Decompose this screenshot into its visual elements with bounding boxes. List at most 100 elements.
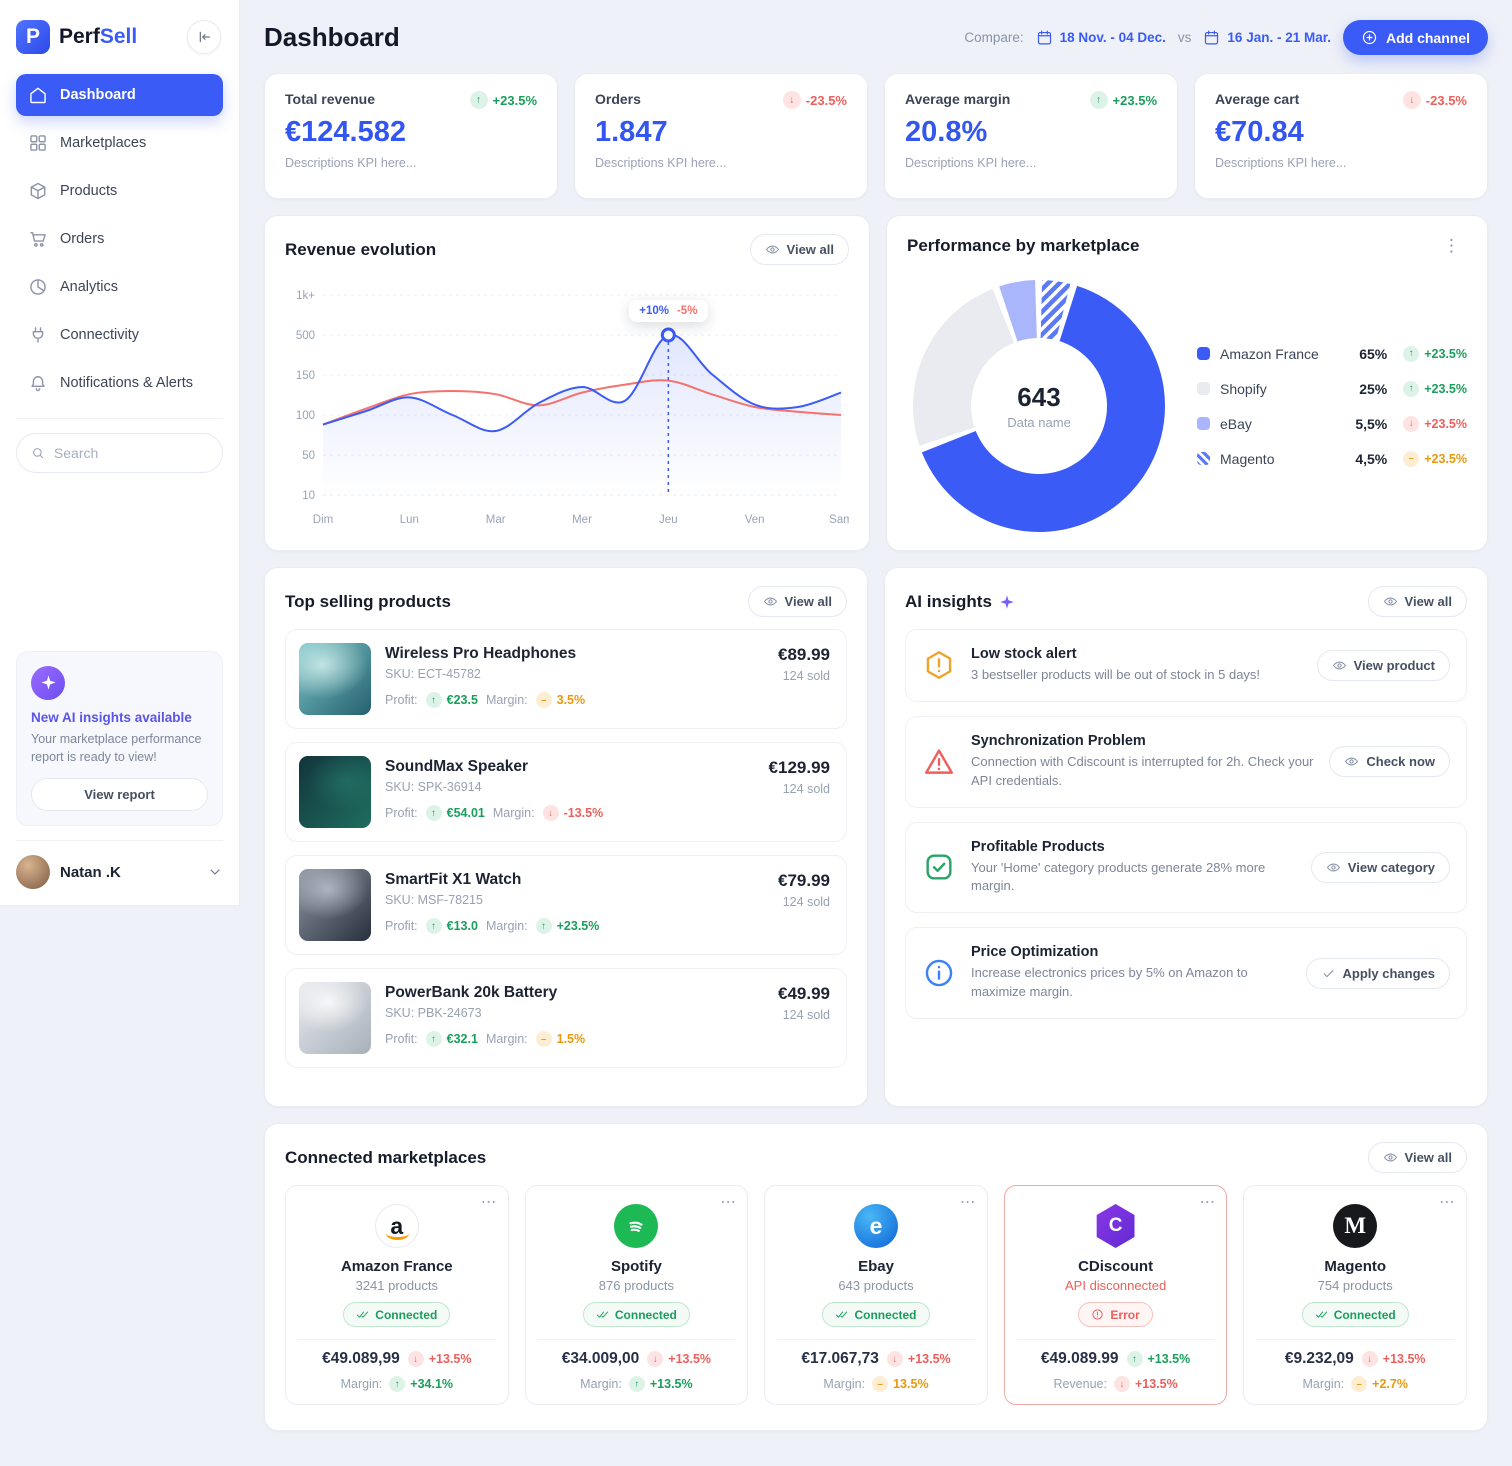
kpi-value: 20.8%	[905, 116, 988, 148]
revenue-delta-value: +13.5%	[1382, 1352, 1426, 1366]
revenue-delta: +13.5%	[407, 1351, 472, 1367]
search-input[interactable]	[53, 445, 208, 461]
marketplace-menu-button[interactable]: ⋯	[480, 1194, 498, 1211]
margin-label: Margin:	[580, 1377, 622, 1391]
svg-text:Jeu: Jeu	[659, 514, 678, 526]
sidebar-item-orders[interactable]: Orders	[16, 218, 223, 260]
sidebar-item-notifications[interactable]: Notifications & Alerts	[16, 362, 223, 404]
view-product-button[interactable]: View product	[1316, 649, 1450, 681]
trend-down-icon	[1402, 91, 1421, 109]
sidebar-item-marketplaces[interactable]: Marketplaces	[16, 122, 223, 164]
revenue-delta-value: +13.5%	[1147, 1352, 1191, 1366]
insight-action-label: Check now	[1366, 754, 1435, 770]
user-menu[interactable]: Natan .K	[16, 840, 223, 889]
date-range-start[interactable]: 18 Nov. - 04 Dec.	[1036, 29, 1166, 46]
apply-changes-button[interactable]: Apply changes	[1305, 957, 1450, 989]
sidebar-item-analytics[interactable]: Analytics	[16, 266, 223, 308]
sidebar-item-connectivity[interactable]: Connectivity	[16, 314, 223, 356]
product-row: Wireless Pro Headphones SKU: ECT-45782 P…	[285, 629, 847, 729]
trend-down-icon	[1403, 415, 1420, 432]
marketplace-name: Magento	[1324, 1258, 1387, 1275]
marketplace-menu-button[interactable]: ⋯	[720, 1194, 738, 1211]
profit-chip: €23.5	[425, 692, 478, 708]
view-category-button[interactable]: View category	[1310, 851, 1450, 883]
calendar-icon	[1205, 30, 1219, 45]
svg-text:Dim: Dim	[313, 514, 333, 526]
home-icon	[30, 87, 46, 104]
sidebar-item-label: Connectivity	[60, 327, 139, 343]
kpi-card-orders: Orders -23.5% 1.847 Descriptions KPI her…	[574, 73, 868, 199]
product-row: PowerBank 20k Battery SKU: PBK-24673 Pro…	[285, 968, 847, 1068]
plus-circle-icon	[1362, 30, 1377, 45]
marketplaces-view-all-button[interactable]: View all	[1367, 1142, 1467, 1173]
tooltip-negative: -5%	[676, 305, 698, 317]
view-report-button[interactable]: View report	[31, 778, 208, 811]
check-icon	[1323, 969, 1333, 977]
profit-chip: €13.0	[425, 918, 478, 934]
sidebar-item-dashboard[interactable]: Dashboard	[16, 74, 223, 116]
product-price: €129.99	[768, 758, 830, 777]
svg-text:1k+: 1k+	[296, 290, 315, 302]
product-name: Wireless Pro Headphones	[385, 645, 577, 662]
kpi-row: Total revenue +23.5% €124.582 Descriptio…	[264, 73, 1488, 199]
sidebar-item-label: Dashboard	[60, 87, 136, 103]
performance-menu-button[interactable]: ⋮	[1437, 234, 1467, 258]
brand: P PerfSell	[16, 20, 223, 54]
marketplace-menu-button[interactable]: ⋯	[1199, 1194, 1217, 1211]
product-sold: 124 sold	[782, 1008, 830, 1022]
divider	[298, 1339, 496, 1340]
revenue-chip: +13.5%	[1113, 1376, 1178, 1392]
add-channel-button[interactable]: Add channel	[1342, 20, 1488, 55]
insight-title: Low stock alert	[971, 646, 1077, 662]
kpi-delta-value: -23.5%	[1425, 92, 1467, 108]
product-price: €79.99	[778, 871, 830, 890]
kpi-title: Total revenue	[285, 91, 375, 107]
kpi-title: Average margin	[905, 91, 1011, 107]
product-price: €49.99	[778, 984, 830, 1003]
divider	[1016, 1339, 1215, 1340]
product-sold: 124 sold	[782, 895, 830, 909]
sidebar-item-label: Orders	[60, 231, 105, 247]
view-all-label: View all	[786, 242, 834, 257]
trend-flat-icon	[535, 692, 552, 708]
legend-label: Magento	[1220, 450, 1275, 467]
double-check-icon	[836, 1311, 848, 1318]
marketplace-card-amazon-france: ⋯ a Amazon France 3241 products Connecte…	[285, 1185, 509, 1405]
marketplace-products-count: 876 products	[598, 1278, 674, 1293]
check-now-button[interactable]: Check now	[1329, 746, 1450, 778]
eye-icon	[765, 245, 779, 254]
insight-body: Connection with Cdiscount is interrupted…	[971, 753, 1314, 788]
sidebar-collapse-button[interactable]	[187, 20, 221, 54]
logo-letter: e	[869, 1212, 883, 1239]
main-content: Dashboard Compare: 18 Nov. - 04 Dec. vs …	[240, 0, 1512, 1455]
marketplace-card-cdiscount: ⋯ C CDiscount API disconnected Error €49…	[1003, 1185, 1228, 1405]
marketplace-menu-button[interactable]: ⋯	[1439, 1194, 1456, 1211]
marketplace-menu-button[interactable]: ⋯	[959, 1194, 977, 1211]
kpi-card-average-margin: Average margin +23.5% 20.8% Descriptions…	[884, 73, 1178, 199]
marketplace-revenue: €49.089,99	[322, 1350, 400, 1367]
trend-up-icon	[425, 918, 442, 934]
legend-item-shopify: Shopify 25% +23.5%	[1197, 380, 1467, 397]
calendar-icon	[1037, 30, 1051, 45]
kpi-card-total-revenue: Total revenue +23.5% €124.582 Descriptio…	[264, 73, 558, 199]
box-icon	[30, 182, 46, 200]
kpi-delta-value: -23.5%	[805, 92, 847, 108]
kpi-delta-value: +23.5%	[1112, 92, 1157, 108]
card-title: Connected marketplaces	[285, 1147, 487, 1167]
product-image	[299, 869, 371, 941]
trend-up-icon	[1403, 380, 1420, 397]
date-range-end[interactable]: 16 Jan. - 21 Mar.	[1203, 29, 1331, 46]
insights-view-all-button[interactable]: View all	[1367, 586, 1467, 617]
revenue-delta-value: +13.5%	[428, 1352, 472, 1366]
status-badge: Error	[1078, 1302, 1153, 1327]
avatar	[16, 855, 50, 889]
margin-chip: +13.5%	[628, 1376, 693, 1392]
products-view-all-button[interactable]: View all	[747, 586, 847, 617]
legend-percent: 4,5%	[1355, 450, 1388, 467]
revenue-view-all-button[interactable]: View all	[749, 234, 849, 265]
logo-letter: C	[1108, 1215, 1123, 1236]
insight-action-label: View product	[1353, 657, 1435, 673]
sidebar-item-products[interactable]: Products	[16, 170, 223, 212]
margin-label: Margin:	[1302, 1377, 1345, 1391]
legend-delta-value: +23.5%	[1424, 381, 1467, 396]
